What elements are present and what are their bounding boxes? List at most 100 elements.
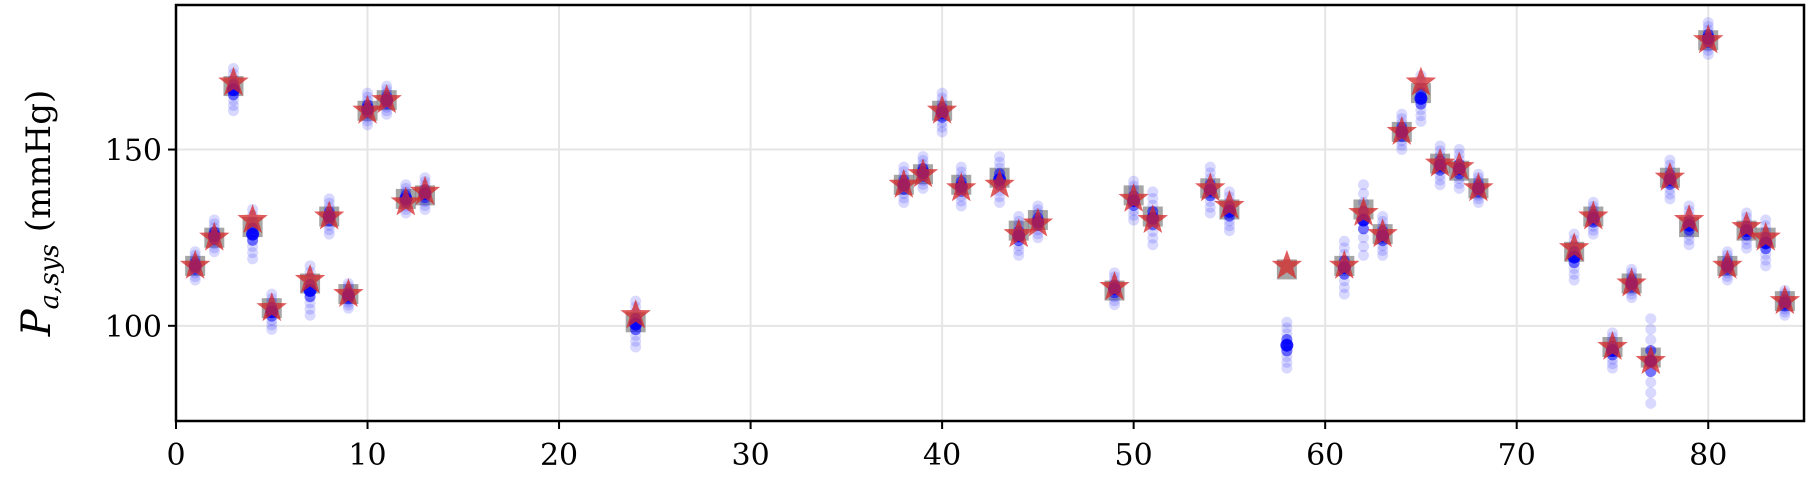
plot-background <box>176 5 1804 421</box>
true-value-marker <box>1367 218 1398 248</box>
true-value-marker <box>1214 189 1245 219</box>
sample-point <box>1128 175 1140 187</box>
sample-point <box>1683 239 1695 251</box>
sample-point <box>1108 299 1120 311</box>
sample-point <box>1147 192 1159 204</box>
sample-point <box>1147 186 1159 198</box>
sample-point <box>1434 174 1446 186</box>
true-value-marker <box>333 278 364 307</box>
sample-point <box>1645 323 1657 335</box>
sample-point <box>227 99 239 111</box>
x-tick-label: 0 <box>166 438 185 473</box>
sample-point <box>1281 356 1293 368</box>
y-axis-label-sub: a,sys <box>35 244 65 309</box>
sample-point <box>1415 115 1427 127</box>
sample-point <box>1377 244 1389 256</box>
sample-point <box>1606 362 1618 374</box>
true-value-marker <box>1578 200 1609 230</box>
true-value-marker <box>1137 204 1168 233</box>
x-tick-label: 60 <box>1306 438 1344 473</box>
sample-point <box>362 119 374 131</box>
sample-point <box>1204 207 1216 219</box>
x-tick-label: 10 <box>348 438 386 473</box>
sample-point <box>1645 313 1657 325</box>
sample-point <box>1587 228 1599 240</box>
sample-point <box>1568 268 1580 280</box>
sample-point <box>304 303 316 315</box>
sample-core <box>1414 91 1428 105</box>
sample-point <box>955 195 967 207</box>
sample-point <box>1760 260 1772 272</box>
sample-point <box>1779 309 1791 321</box>
sample-point <box>1204 161 1216 173</box>
sample-point <box>955 166 967 178</box>
sample-point <box>1223 225 1235 237</box>
sample-point <box>247 247 259 259</box>
sample-point <box>1741 238 1753 250</box>
sample-point <box>1702 17 1714 29</box>
sample-point <box>1357 232 1369 244</box>
sample-point <box>1223 220 1235 232</box>
sample-point <box>400 179 412 191</box>
true-value-marker <box>1444 151 1475 181</box>
sample-point <box>1683 234 1695 246</box>
sample-point <box>994 151 1006 163</box>
true-value-marker <box>907 158 939 188</box>
true-value-marker <box>256 292 287 322</box>
sample-point <box>1357 223 1369 235</box>
x-tick-label: 50 <box>1115 438 1153 473</box>
true-value-marker <box>926 94 958 124</box>
sample-point <box>898 196 910 208</box>
sample-point <box>1147 232 1159 244</box>
sample-point <box>630 335 642 347</box>
true-value-marker <box>1386 115 1417 145</box>
sample-point <box>917 151 929 163</box>
sample-point <box>1606 358 1618 370</box>
sample-point <box>1472 196 1484 208</box>
sample-point <box>1204 201 1216 213</box>
sample-point <box>1128 209 1140 221</box>
sample-point <box>936 121 948 133</box>
sample-point <box>898 161 910 173</box>
true-value-marker <box>1693 24 1724 54</box>
sample-point <box>266 323 278 335</box>
sample-point <box>1415 110 1427 122</box>
sample-point <box>419 200 431 212</box>
axis-ticks: 0 10 20 30 40 50 60 70 80 100 150 <box>105 134 1728 473</box>
sample-point <box>362 87 374 99</box>
sample-point <box>342 302 354 314</box>
sample-point <box>1128 214 1140 226</box>
y-tick-label: 150 <box>105 134 162 169</box>
sample-point <box>1281 328 1293 340</box>
sample-point <box>1013 249 1025 261</box>
true-value-marker <box>1731 211 1762 240</box>
sample-point <box>1357 188 1369 200</box>
sample-point <box>955 161 967 173</box>
sample-point <box>381 108 393 120</box>
sample-point <box>1645 387 1657 399</box>
true-value-marker <box>1673 204 1705 233</box>
data-marks <box>179 17 1801 409</box>
sample-point <box>323 224 335 236</box>
true-value-marker <box>1003 218 1034 248</box>
true-value-marker <box>1769 285 1801 315</box>
sample-point <box>1281 322 1293 334</box>
sample-point <box>1032 232 1044 244</box>
true-value-marker <box>409 175 441 205</box>
sample-point <box>1626 292 1638 304</box>
sample-point <box>1357 179 1369 191</box>
true-value-marker <box>1348 197 1379 226</box>
sample-point <box>1664 193 1676 205</box>
sample-core <box>1280 338 1294 352</box>
plot-frame <box>174 3 1806 423</box>
sample-point <box>936 87 948 99</box>
sample-point <box>994 156 1006 168</box>
y-tick-label: 100 <box>105 310 162 345</box>
true-value-marker <box>218 66 249 96</box>
sample-point <box>304 309 316 321</box>
true-value-marker <box>1712 249 1743 279</box>
grid <box>175 5 1804 421</box>
true-value-marker <box>1635 345 1666 374</box>
true-value-marker <box>199 221 230 251</box>
sample-point <box>1645 397 1657 409</box>
